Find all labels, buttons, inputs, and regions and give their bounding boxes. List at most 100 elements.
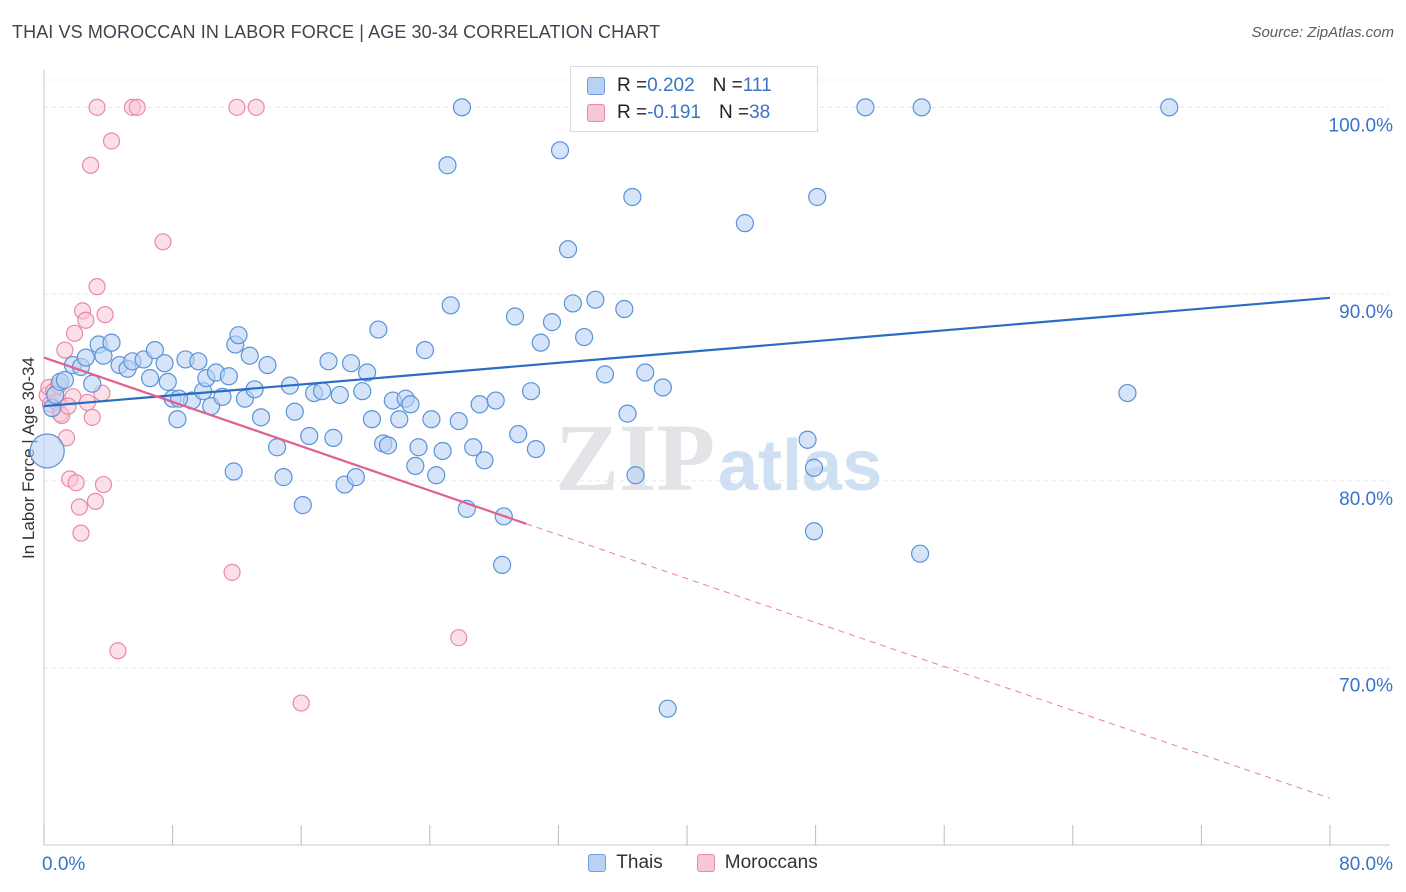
thai-point xyxy=(452,98,472,117)
moroccan-point xyxy=(82,156,100,174)
thai-point xyxy=(267,438,287,457)
thai-point xyxy=(285,402,304,421)
thai-point xyxy=(575,327,594,347)
thai-point xyxy=(470,395,489,414)
moroccan-point xyxy=(86,492,105,510)
y-tick-label: 80.0% xyxy=(1339,489,1393,510)
legend-item-moroccans[interactable]: Moroccans xyxy=(696,852,818,874)
r-label: R = xyxy=(617,102,648,123)
thai-point xyxy=(409,438,428,457)
moroccan-point xyxy=(247,98,265,116)
thai-point xyxy=(224,462,243,481)
thai-point xyxy=(189,352,208,371)
thai-point xyxy=(493,555,512,574)
thai-point xyxy=(433,441,452,461)
thai-point xyxy=(912,98,931,117)
thai-point xyxy=(168,410,187,429)
thai-point xyxy=(29,433,65,469)
y-tick-label: 90.0% xyxy=(1339,302,1393,323)
watermark-zip: ZIP xyxy=(555,404,715,511)
thai-point xyxy=(406,456,425,476)
thai-point xyxy=(390,410,409,429)
thai-point xyxy=(300,426,319,446)
thai-point xyxy=(229,326,248,345)
thai-point xyxy=(735,214,754,233)
n-label: N = xyxy=(718,102,750,123)
series-legend: Thais Moroccans xyxy=(0,852,1406,874)
thai-point xyxy=(586,290,605,309)
thai-point xyxy=(1160,98,1179,117)
moroccans-trend-extension xyxy=(526,523,1331,799)
moroccan-point xyxy=(70,498,88,516)
moroccan-point xyxy=(59,397,77,415)
n-value: 38 xyxy=(749,102,771,123)
thai-point xyxy=(219,367,238,386)
thai-point xyxy=(422,410,441,429)
legend-row-moroccans: R = -0.191 N = 38 xyxy=(587,102,770,124)
n-value: 111 xyxy=(742,75,772,96)
thai-point xyxy=(526,439,545,459)
thai-point xyxy=(653,378,672,397)
moroccan-point xyxy=(450,629,468,647)
thai-point xyxy=(542,313,562,332)
moroccan-point xyxy=(77,311,95,329)
stats-legend: R = 0.202 N = 111 R = -0.191 N = 38 xyxy=(570,66,818,132)
thai-point xyxy=(55,370,74,390)
thai-point xyxy=(312,382,332,401)
thai-point xyxy=(636,363,655,382)
thai-point xyxy=(804,522,824,541)
thais-points xyxy=(29,98,1179,718)
thai-point xyxy=(464,438,483,457)
moroccan-point xyxy=(83,408,101,426)
moroccan-point xyxy=(128,98,146,116)
thai-point xyxy=(155,354,174,373)
thai-point xyxy=(240,346,259,365)
thai-point xyxy=(563,294,582,313)
tick-labels: 70.0% 80.0% 90.0% 100.0% 0.0% 80.0% xyxy=(42,115,1393,875)
moroccan-point xyxy=(94,475,113,494)
thai-point xyxy=(505,307,525,326)
thai-point xyxy=(521,382,541,401)
thai-point xyxy=(140,369,160,388)
thai-point xyxy=(415,341,435,360)
axes xyxy=(43,70,1390,846)
thai-point xyxy=(293,496,312,515)
thai-point xyxy=(509,425,528,444)
moroccan-point xyxy=(96,306,114,324)
r-label: R = xyxy=(617,75,648,96)
thai-point xyxy=(438,156,457,175)
moroccans-swatch xyxy=(696,854,715,872)
source-label: Source: ZipAtlas.com xyxy=(1251,24,1394,41)
moroccans-swatch xyxy=(587,104,605,122)
thai-point xyxy=(330,385,349,405)
moroccan-point xyxy=(154,233,172,251)
thai-point xyxy=(595,365,615,384)
x-tick-label: 80.0% xyxy=(1339,854,1393,875)
thai-point xyxy=(486,391,505,410)
thais-swatch xyxy=(588,854,607,872)
thai-point xyxy=(346,468,365,487)
legend-label-thais: Thais xyxy=(616,852,663,873)
moroccans-trend-line xyxy=(43,356,527,525)
thai-point xyxy=(1118,383,1137,403)
moroccan-point xyxy=(67,474,85,492)
chart-title: THAI VS MOROCCAN IN LABOR FORCE | AGE 30… xyxy=(12,22,661,42)
thai-point xyxy=(618,404,637,423)
thai-point xyxy=(475,451,494,470)
thai-point xyxy=(353,382,372,401)
watermark: ZIP atlas xyxy=(555,404,882,511)
thai-point xyxy=(324,428,343,447)
thai-point xyxy=(804,458,824,477)
thais-trend-line xyxy=(43,296,1331,408)
thai-point xyxy=(550,141,570,160)
r-value: 0.202 xyxy=(647,75,695,96)
thai-point xyxy=(623,187,642,207)
thai-point xyxy=(258,355,277,375)
thai-point xyxy=(362,410,382,429)
thai-point xyxy=(83,374,102,393)
legend-item-thais[interactable]: Thais xyxy=(588,852,663,874)
thai-point xyxy=(856,98,875,117)
moroccan-point xyxy=(102,132,121,150)
legend-label-moroccans: Moroccans xyxy=(724,852,818,873)
